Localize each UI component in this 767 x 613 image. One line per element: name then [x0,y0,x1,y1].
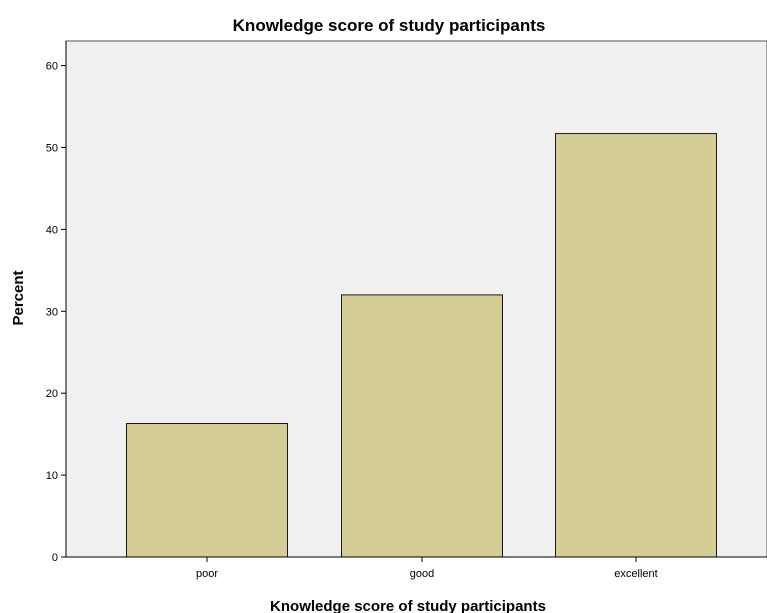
chart-title: Knowledge score of study participants [233,16,546,35]
x-axis-title: Knowledge score of study participants [270,598,546,613]
x-tick-label-poor: poor [196,568,218,580]
y-tick-label: 0 [52,552,58,564]
x-axis-ticks: poor good excellent [196,557,658,580]
y-tick-label: 50 [46,142,58,154]
y-tick-label: 20 [46,388,58,400]
y-tick-label: 40 [46,224,58,236]
bar-poor [126,422,288,558]
y-axis-title: Percent [10,270,27,325]
y-axis-ticks: 0 10 20 30 40 50 60 [46,61,66,564]
y-tick-label: 60 [46,61,58,73]
y-tick-label: 30 [46,306,58,318]
bars [126,133,717,558]
bar-good [341,294,503,558]
x-tick-label-excellent: excellent [614,568,657,580]
y-tick-label: 10 [46,470,58,482]
x-tick-label-good: good [410,568,434,580]
bar-excellent [555,133,717,558]
